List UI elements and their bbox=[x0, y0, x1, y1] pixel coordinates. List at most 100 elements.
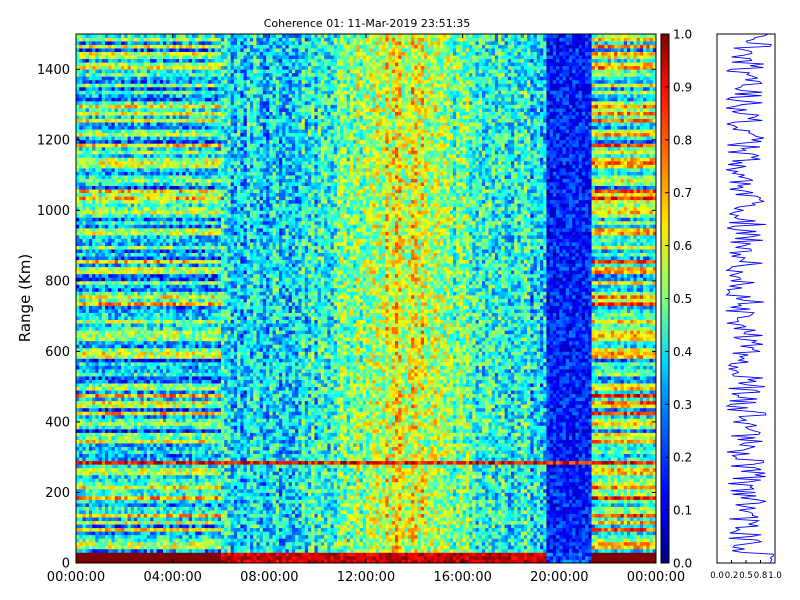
heatmap-cell bbox=[285, 555, 290, 560]
heatmap-cell bbox=[288, 524, 293, 529]
heatmap-cell bbox=[636, 481, 641, 486]
heatmap-cell bbox=[643, 485, 647, 490]
heatmap-cell bbox=[591, 471, 596, 476]
heatmap-cell bbox=[517, 538, 522, 543]
heatmap-cell bbox=[192, 474, 196, 479]
heatmap-cell bbox=[443, 527, 447, 532]
heatmap-cell bbox=[233, 552, 238, 557]
heatmap-cell bbox=[308, 552, 312, 557]
heatmap-cell bbox=[92, 559, 96, 564]
heatmap-cell bbox=[95, 492, 99, 497]
heatmap-cell bbox=[610, 541, 615, 546]
heatmap-cell bbox=[288, 506, 293, 511]
heatmap-cell bbox=[366, 517, 370, 522]
heatmap-cell bbox=[166, 517, 170, 522]
heatmap-cell bbox=[85, 552, 90, 557]
heatmap-cell bbox=[330, 555, 335, 560]
heatmap-cell bbox=[588, 492, 592, 497]
heatmap-cell bbox=[601, 485, 605, 490]
heatmap-cell bbox=[578, 471, 583, 476]
heatmap-cell bbox=[424, 464, 428, 469]
heatmap-cell bbox=[301, 545, 306, 550]
heatmap-cell bbox=[433, 513, 438, 518]
heatmap-cell bbox=[150, 485, 154, 490]
heatmap-cell bbox=[491, 517, 496, 522]
heatmap-cell bbox=[488, 478, 493, 483]
heatmap-cell bbox=[82, 534, 87, 539]
heatmap-cell bbox=[424, 545, 428, 550]
heatmap-cell bbox=[385, 464, 389, 469]
heatmap-cell bbox=[440, 552, 444, 557]
heatmap-cell bbox=[533, 534, 538, 539]
heatmap-cell bbox=[520, 538, 525, 543]
heatmap-cell bbox=[288, 499, 293, 504]
heatmap-cell bbox=[649, 520, 654, 525]
heatmap-cell bbox=[208, 531, 212, 536]
heatmap-cell bbox=[449, 474, 454, 479]
heatmap-cell bbox=[427, 481, 431, 486]
heatmap-cell bbox=[501, 555, 505, 560]
heatmap-cell bbox=[569, 506, 573, 511]
heatmap-cell bbox=[375, 527, 380, 532]
heatmap-cell bbox=[401, 513, 406, 518]
heatmap-cell bbox=[585, 555, 589, 560]
heatmap-cell bbox=[353, 541, 357, 546]
heatmap-cell bbox=[262, 513, 267, 518]
heatmap-cell bbox=[343, 555, 348, 560]
heatmap-cell bbox=[527, 485, 531, 490]
heatmap-cell bbox=[572, 559, 576, 564]
heatmap-cell bbox=[163, 552, 167, 557]
heatmap-cell bbox=[137, 555, 141, 560]
heatmap-cell bbox=[478, 520, 483, 525]
heatmap-cell bbox=[169, 495, 174, 500]
heatmap-cell bbox=[562, 510, 567, 514]
heatmap-cell bbox=[250, 471, 254, 476]
heatmap-cell bbox=[556, 555, 560, 560]
heatmap-cell bbox=[211, 506, 215, 511]
heatmap-cell bbox=[604, 513, 609, 518]
heatmap-cell bbox=[224, 527, 228, 532]
heatmap-cell bbox=[639, 555, 644, 560]
heatmap-cell bbox=[195, 485, 199, 490]
heatmap-cell bbox=[137, 478, 141, 483]
heatmap-cell bbox=[391, 517, 396, 522]
heatmap-cell bbox=[507, 559, 512, 564]
heatmap-cell bbox=[227, 559, 232, 564]
heatmap-cell bbox=[411, 478, 415, 483]
heatmap-cell bbox=[601, 481, 605, 486]
heatmap-cell bbox=[253, 488, 257, 493]
heatmap-cell bbox=[159, 492, 164, 497]
heatmap-cell bbox=[346, 467, 351, 472]
heatmap-cell bbox=[230, 527, 235, 532]
heatmap-cell bbox=[259, 506, 264, 511]
heatmap-cell bbox=[127, 527, 132, 532]
heatmap-cell bbox=[610, 506, 615, 511]
heatmap-cell bbox=[391, 478, 396, 483]
heatmap-cell bbox=[559, 492, 563, 497]
heatmap-cell bbox=[540, 488, 544, 493]
heatmap-cell bbox=[375, 495, 380, 500]
heatmap-cell bbox=[552, 559, 557, 564]
heatmap-cell bbox=[449, 499, 454, 504]
heatmap-cell bbox=[298, 555, 302, 560]
heatmap-cell bbox=[627, 471, 631, 476]
heatmap-cell bbox=[111, 506, 116, 511]
heatmap-cell bbox=[369, 471, 373, 476]
heatmap-cell bbox=[520, 510, 525, 514]
heatmap-cell bbox=[243, 513, 248, 518]
heatmap-cell bbox=[250, 485, 254, 490]
heatmap-cell bbox=[440, 559, 444, 564]
heatmap-cell bbox=[366, 495, 370, 500]
heatmap-cell bbox=[163, 538, 167, 543]
heatmap-cell bbox=[591, 485, 596, 490]
heatmap-cell bbox=[82, 499, 87, 504]
heatmap-cell bbox=[127, 478, 132, 483]
heatmap-cell bbox=[221, 555, 225, 560]
heatmap-cell bbox=[643, 517, 647, 522]
heatmap-cell bbox=[459, 531, 464, 536]
heatmap-cell bbox=[552, 481, 557, 486]
heatmap-cell bbox=[398, 555, 402, 560]
heatmap-cell bbox=[243, 524, 248, 529]
heatmap-cell bbox=[214, 545, 219, 550]
heatmap-cell bbox=[192, 531, 196, 536]
